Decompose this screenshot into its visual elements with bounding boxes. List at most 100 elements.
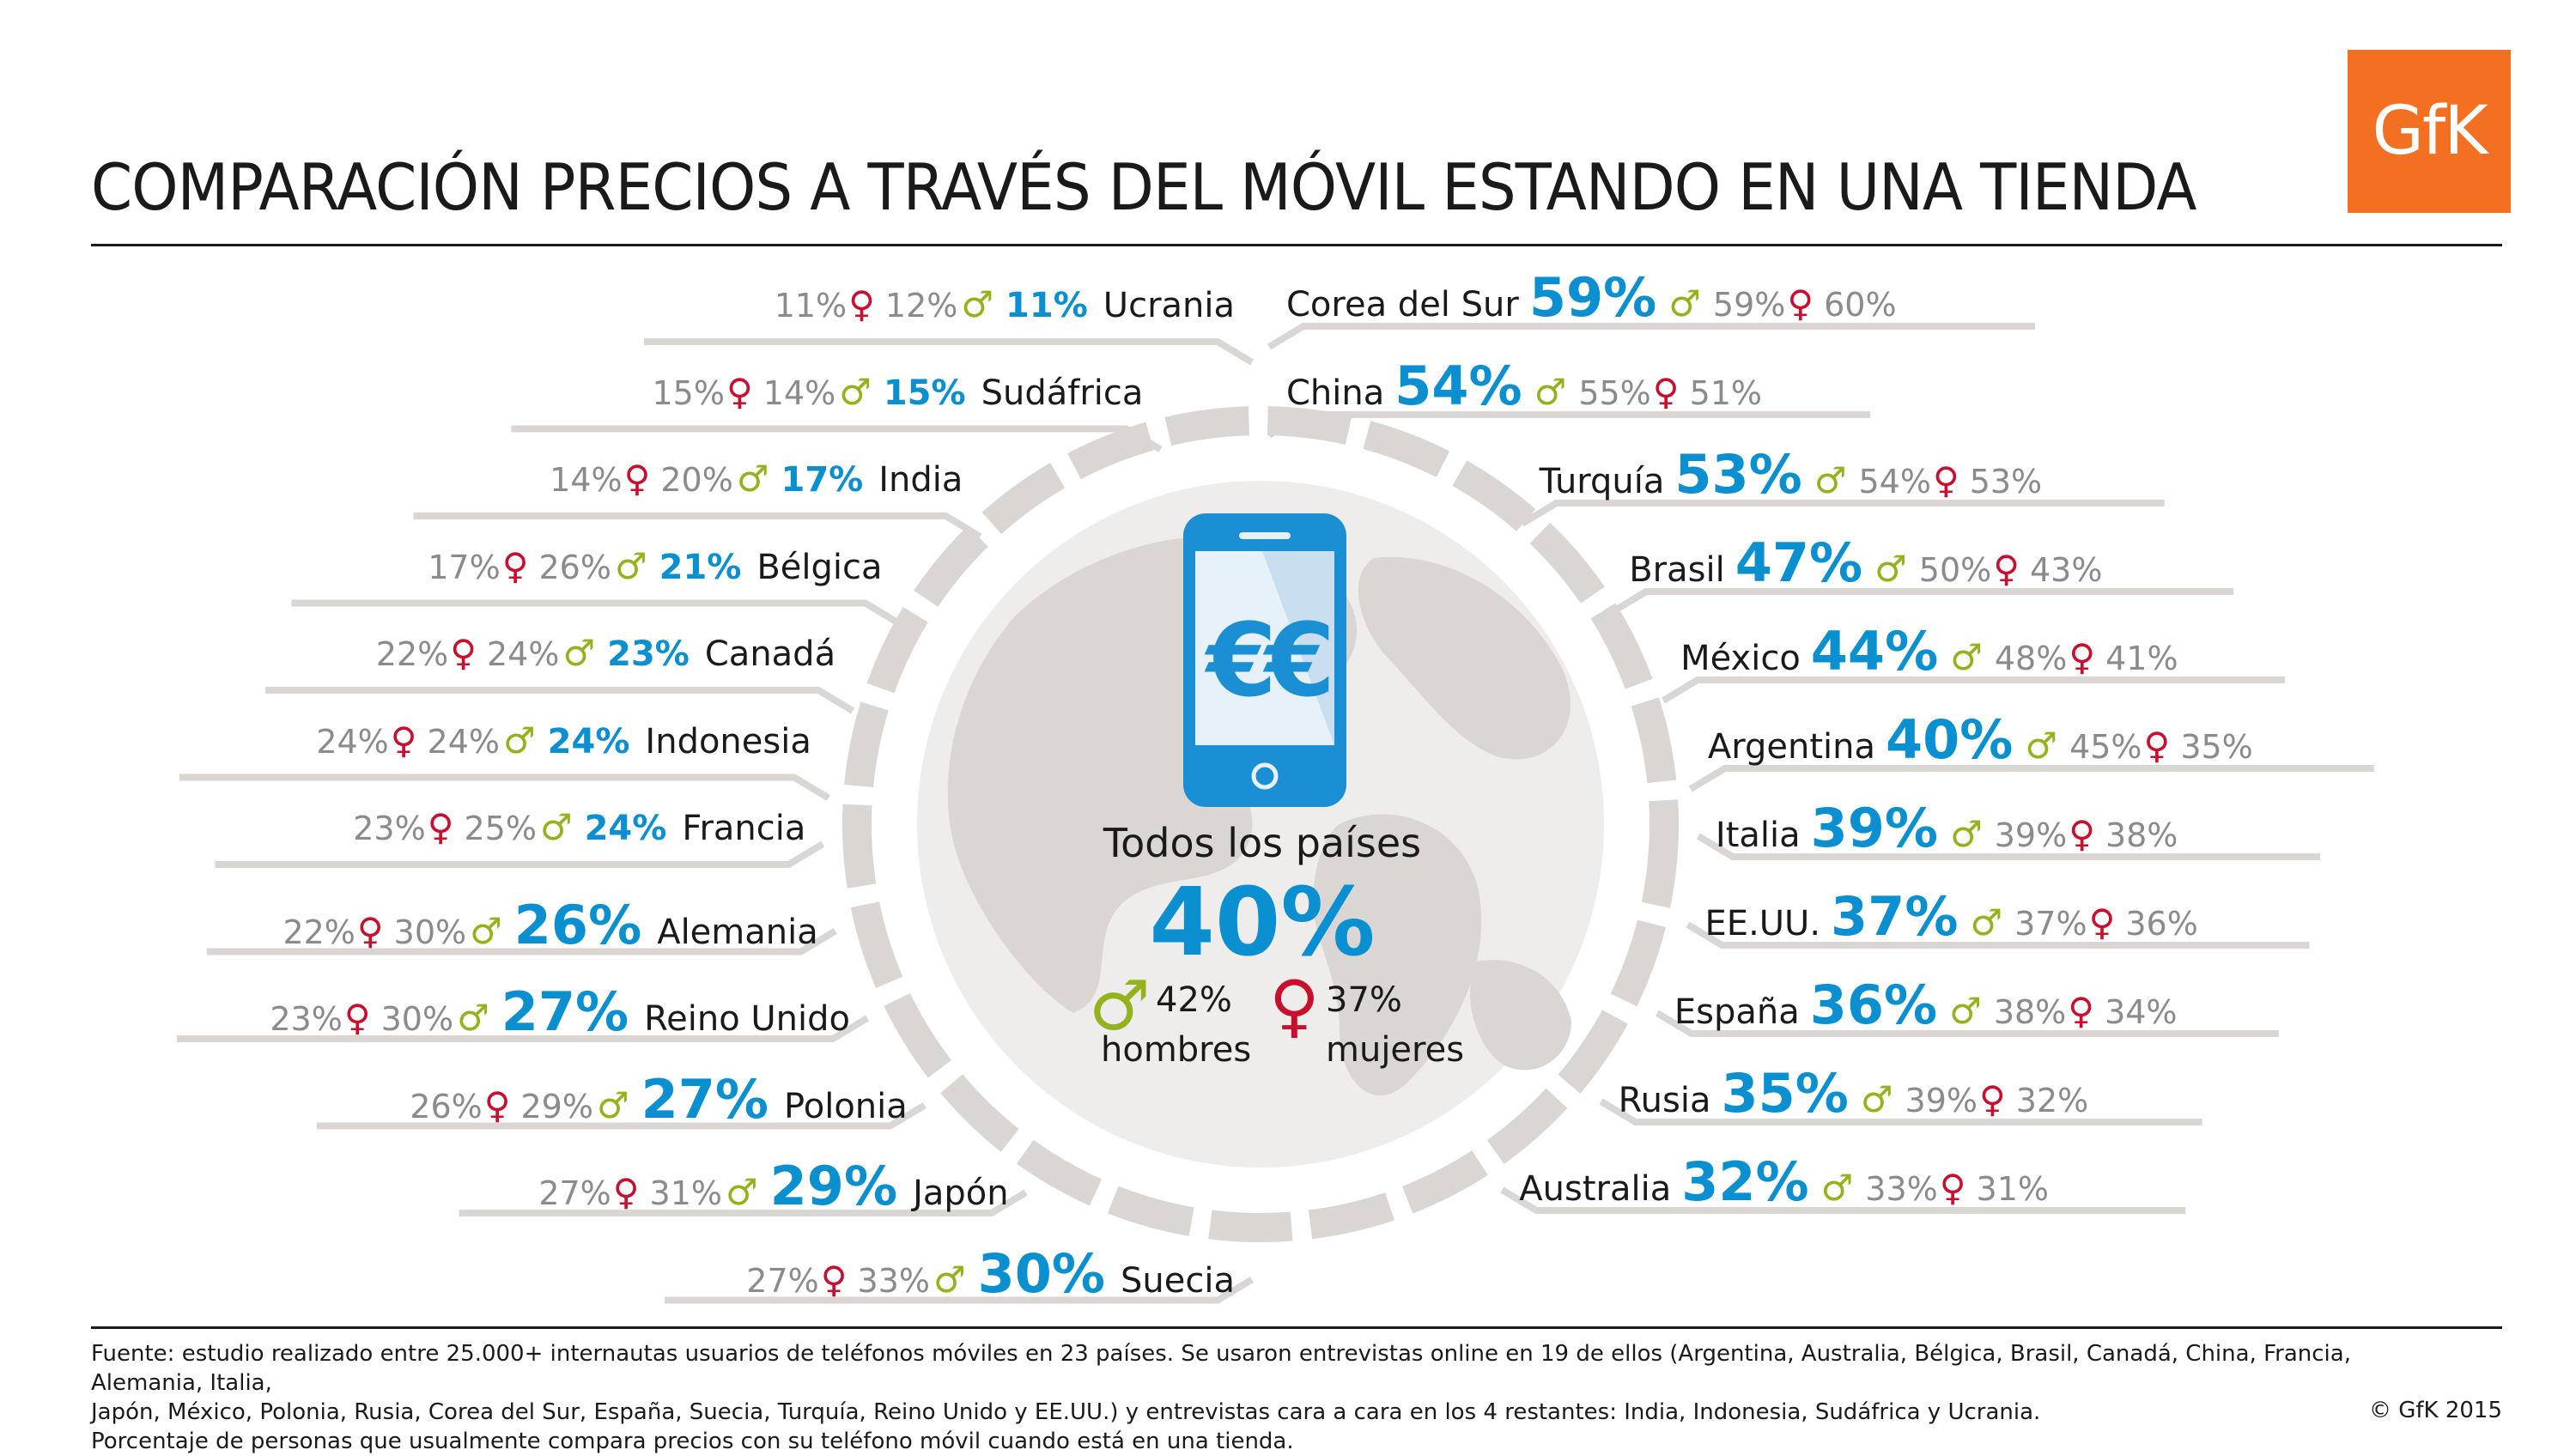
leader-line bbox=[1655, 1010, 2279, 1037]
female-icon: ♀ bbox=[427, 806, 454, 848]
total-value: 53% bbox=[1674, 443, 1802, 506]
female-icon: ♀ bbox=[2069, 636, 2096, 678]
male-value: 31% bbox=[649, 1174, 723, 1212]
footnote-line: Japón, México, Polonia, Rusia, Corea del… bbox=[91, 1399, 2041, 1425]
female-icon: ♀ bbox=[726, 370, 753, 413]
female-icon: ♀ bbox=[612, 1171, 640, 1213]
female-value: 23% bbox=[353, 810, 426, 847]
female-value: 27% bbox=[746, 1261, 819, 1300]
male-value: 33% bbox=[857, 1261, 930, 1300]
male-value: 29% bbox=[520, 1087, 593, 1125]
male-icon: ♂ bbox=[1949, 990, 1982, 1032]
leader-line bbox=[1500, 1186, 2186, 1214]
female-total: 37% bbox=[1326, 980, 1402, 1020]
total-value: 27% bbox=[641, 1067, 769, 1131]
country-row: 24% ♀ 24% ♂ 24% Indonesia bbox=[316, 719, 811, 771]
female-icon: ♀ bbox=[450, 632, 477, 674]
country-name: Canadá bbox=[704, 634, 836, 674]
leader-line bbox=[1267, 411, 1870, 439]
country-name: Japón bbox=[913, 1174, 1009, 1213]
total-value: 32% bbox=[1681, 1150, 1809, 1213]
country-name: Corea del Sur bbox=[1286, 285, 1519, 325]
female-value: 15% bbox=[652, 373, 725, 412]
globe-continent bbox=[1358, 556, 1571, 760]
female-value: 27% bbox=[538, 1174, 611, 1212]
country-name: Rusia bbox=[1618, 1081, 1711, 1120]
country-name: Ucrania bbox=[1103, 286, 1235, 325]
country-name: Reino Unido bbox=[644, 999, 850, 1039]
male-icon: ♂ bbox=[736, 458, 769, 500]
total-value: 47% bbox=[1735, 531, 1863, 594]
country-row: Rusia 35% ♂ 39% ♀ 32% bbox=[1619, 1062, 2089, 1125]
globe-continent bbox=[1312, 814, 1482, 1096]
female-value: 31% bbox=[1976, 1170, 2049, 1208]
male-value: 59% bbox=[1712, 286, 1786, 324]
euro-icon: €€ bbox=[1204, 601, 1329, 719]
male-value: 39% bbox=[1905, 1082, 1978, 1119]
male-value: 45% bbox=[2069, 728, 2142, 766]
phone-speaker bbox=[1239, 532, 1291, 539]
country-name: España bbox=[1674, 992, 1800, 1032]
male-icon: ♂ bbox=[726, 1171, 758, 1213]
country-row: 22% ♀ 30% ♂ 26% Alemania bbox=[283, 894, 817, 956]
leader-line bbox=[511, 425, 1163, 452]
total-value: 24% bbox=[547, 721, 630, 761]
country-name: Turquía bbox=[1539, 462, 1665, 501]
female-icon: ♀ bbox=[2088, 901, 2116, 943]
globe-continent bbox=[1469, 960, 1571, 1071]
male-icon: ♂ bbox=[933, 1258, 966, 1301]
total-value: 26% bbox=[513, 893, 642, 956]
country-row: España 36% ♂ 38% ♀ 34% bbox=[1674, 974, 2178, 1036]
country-name: Indonesia bbox=[645, 721, 811, 761]
female-value: 14% bbox=[550, 461, 623, 499]
female-icon: ♀ bbox=[820, 1258, 848, 1301]
female-icon: ♀ bbox=[1787, 282, 1814, 325]
male-value: 33% bbox=[1865, 1170, 1938, 1208]
female-value: 41% bbox=[2105, 640, 2178, 677]
country-row: 23% ♀ 25% ♂ 24% Francia bbox=[353, 806, 805, 858]
country-row: 17% ♀ 26% ♂ 21% Bélgica bbox=[428, 545, 882, 597]
country-name: Sudáfrica bbox=[981, 373, 1144, 413]
female-icon: ♀ bbox=[2143, 725, 2171, 767]
country-row: Italia 39% ♂ 39% ♀ 38% bbox=[1716, 797, 2178, 859]
country-row: Corea del Sur 59% ♂ 59% ♀ 60% bbox=[1286, 266, 1897, 329]
male-icon: ♂ bbox=[1814, 459, 1847, 501]
male-icon: ♂ bbox=[1970, 901, 2003, 943]
female-value: 32% bbox=[2015, 1082, 2089, 1119]
male-icon: ♂ bbox=[1668, 282, 1701, 325]
male-value: 38% bbox=[1993, 993, 2067, 1031]
female-value: 51% bbox=[1689, 374, 1763, 412]
female-icon: ♀ bbox=[501, 544, 529, 587]
female-icon: ♀ bbox=[1652, 371, 1680, 413]
total-value: 27% bbox=[501, 980, 629, 1043]
total-value: 17% bbox=[781, 460, 864, 500]
male-value: 20% bbox=[660, 461, 733, 499]
leader-line bbox=[1688, 765, 2374, 792]
male-icon: ♂ bbox=[1950, 813, 1983, 855]
country-row: EE.UU. 37% ♂ 37% ♀ 36% bbox=[1705, 885, 2198, 948]
country-row: 14% ♀ 20% ♂ 17% India bbox=[550, 458, 963, 509]
male-label: hombres bbox=[1101, 1030, 1252, 1070]
female-icon: ♀ bbox=[483, 1083, 511, 1126]
country-name: Suecia bbox=[1121, 1260, 1235, 1301]
country-row: China 54% ♂ 55% ♀ 51% bbox=[1286, 355, 1762, 417]
country-name: Alemania bbox=[657, 912, 818, 952]
male-value: 54% bbox=[1858, 463, 1931, 500]
country-row: 27% ♀ 33% ♂ 30% Suecia bbox=[746, 1242, 1235, 1305]
female-icon: ♀ bbox=[2069, 813, 2095, 855]
total-value: 29% bbox=[769, 1155, 898, 1217]
male-icon: ♂ bbox=[1860, 1078, 1893, 1120]
leader-line bbox=[291, 599, 902, 627]
male-icon: ♂ bbox=[961, 283, 994, 325]
female-value: 35% bbox=[2180, 728, 2253, 766]
country-name: Italia bbox=[1715, 816, 1801, 855]
total-value: 37% bbox=[1831, 885, 1959, 948]
gfk-logo: GfK bbox=[2348, 50, 2511, 213]
female-icon: ♀ bbox=[2068, 990, 2095, 1032]
all-countries-total: 40% bbox=[1149, 867, 1376, 977]
country-row: 26% ♀ 29% ♂ 27% Polonia bbox=[410, 1068, 908, 1131]
male-icon: ♂ bbox=[1874, 548, 1907, 590]
country-name: México bbox=[1680, 639, 1801, 678]
male-icon: ♂ bbox=[539, 806, 573, 848]
